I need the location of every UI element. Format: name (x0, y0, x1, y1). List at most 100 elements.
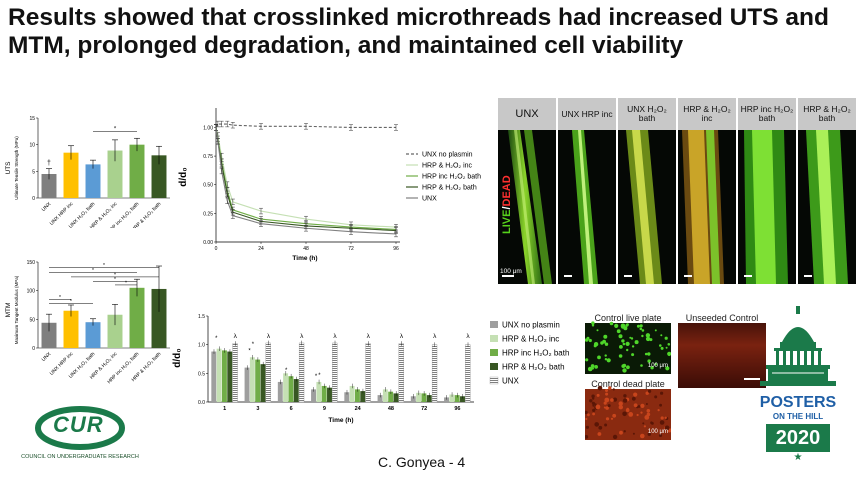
bar (63, 152, 79, 198)
bar (388, 391, 394, 402)
dead-cell (631, 396, 636, 401)
dead-cell (619, 430, 623, 435)
legend-swatch (490, 335, 498, 342)
live-cell (585, 358, 589, 362)
dead-cell (605, 392, 609, 396)
dead-cell (604, 423, 608, 427)
sig-star: * (215, 336, 218, 342)
sig-star: * (248, 349, 251, 355)
live-cell (609, 321, 614, 326)
scale-bar-label: 100 μm (500, 268, 522, 275)
bar (249, 357, 255, 402)
year-badge: 2020 (766, 424, 830, 452)
bar (449, 394, 455, 402)
dead-cell (592, 408, 596, 412)
live-cell (631, 353, 635, 357)
bar (232, 343, 238, 403)
dead-cell (591, 394, 595, 398)
uts-ylabel: UTS (5, 161, 12, 175)
x-tick-label: 0 (215, 246, 218, 252)
live-cell (636, 324, 640, 328)
live-cell (640, 364, 643, 367)
dead-cell (644, 415, 650, 420)
series-line (215, 127, 397, 232)
legend-label: HRP & H₂O₂ inc (422, 163, 473, 170)
dead-cell (646, 412, 651, 417)
dead-cell (591, 401, 595, 405)
live-cell (625, 341, 630, 346)
panel-label-3: UNX H₂O₂ bath (627, 104, 667, 123)
y-tick-label: 0.00 (203, 240, 213, 246)
live-cell (618, 354, 623, 358)
live-dead-label: LIVE/DEAD (501, 175, 513, 234)
x-tick-label: 72 (348, 246, 354, 252)
uts-chart: UTS Ultimate Tensile Strength (MPa) 15 10… (5, 116, 170, 228)
bar (255, 359, 261, 402)
bar (332, 342, 338, 403)
bar (382, 389, 388, 402)
lambda-annotation: λ (400, 333, 404, 340)
live-cell (620, 323, 626, 329)
bar (431, 344, 438, 403)
sig-star: * (59, 295, 61, 301)
page-title: Results showed that crosslinked microthr… (8, 4, 829, 59)
live-cell (602, 339, 606, 344)
line-ylabel: d/d₀ (178, 167, 189, 187)
legend-label: HRP & H₂O₂ bath (502, 363, 565, 372)
live-cell (660, 346, 664, 350)
author-credit: C. Gonyea - 4 (378, 454, 466, 470)
bar (211, 351, 217, 402)
control-dead-plate: Control dead plate 100 μm (585, 376, 671, 440)
dead-cell (585, 417, 588, 421)
degradation-bar-chart: d/d₀ Time (h) 1.5 1.0 0.5 0.0 1 λ 3 λ 6 λ 9 λ 24 λ 48 λ… (172, 314, 569, 424)
live-cell (629, 336, 632, 339)
bar (151, 288, 167, 348)
panel-image-1: 100 μm LIVE/DEAD (498, 130, 556, 284)
dead-cell (660, 416, 664, 420)
bar (377, 395, 383, 402)
bar (277, 381, 283, 402)
x-tick-label: 24 (355, 406, 362, 412)
dead-cell (657, 409, 660, 412)
line-xlabel: Time (h) (292, 255, 317, 262)
live-cell (622, 368, 627, 373)
posters-on-the-hill-logo: POSTERS ON THE HILL 2020 ★ (752, 306, 844, 472)
star-icon: ★ (793, 452, 803, 463)
bar (227, 351, 233, 402)
bar (216, 348, 222, 402)
bar (416, 392, 422, 402)
y-tick-label: 50 (29, 317, 35, 323)
unseeded-label: Unseeded Control (678, 310, 766, 323)
sig-star: * (103, 263, 105, 269)
dead-cell (607, 404, 611, 408)
dead-cell (622, 398, 628, 403)
y-tick-label: 0.50 (203, 183, 213, 189)
sig-star: * (318, 373, 321, 379)
dead-cell (660, 391, 664, 395)
microscopy-strip: UNX 100 μm LIVE/DEAD UNX HRP inc UNX H₂O… (498, 98, 858, 284)
dead-cell (592, 412, 595, 416)
legend-swatch (489, 376, 499, 385)
microscopy-panel-2: UNX HRP inc (558, 98, 616, 284)
legend-label: UNX no plasmin (502, 321, 560, 330)
dead-cell (594, 422, 599, 427)
x-tick-label: 9 (323, 406, 326, 412)
bar (260, 364, 266, 402)
dead-cell (603, 401, 607, 405)
line-plot: 1.00 0.75 0.50 0.25 0.000 24 48 72 96 UNX no plas… (203, 108, 481, 252)
dead-cell (643, 425, 646, 428)
panel-label-6: HRP & H₂O₂ bath (803, 104, 851, 123)
bar (465, 344, 471, 403)
x-tick-label: 6 (290, 406, 293, 412)
bar (41, 322, 57, 348)
live-cell (597, 355, 601, 360)
live-cell (588, 338, 592, 343)
mtm-ylabel: MTM (5, 303, 12, 318)
dead-cell (648, 389, 652, 393)
live-label: LIVE (501, 209, 513, 234)
bar (129, 287, 145, 348)
dead-cell (597, 385, 603, 391)
degradation-line-chart: d/d₀ Time (h) 1.00 0.75 0.50 0.25 0.000 24 48 7… (178, 108, 481, 262)
dead-cell (585, 410, 588, 415)
y-tick-label: 0 (32, 346, 35, 352)
